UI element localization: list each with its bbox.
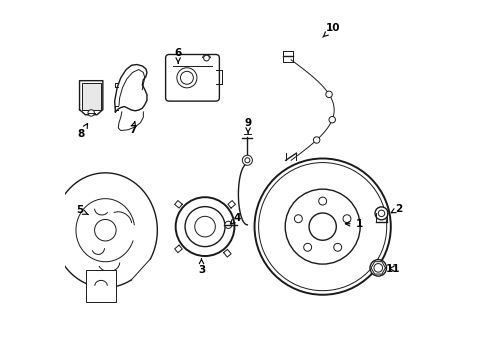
Text: 2: 2 <box>390 204 402 214</box>
Circle shape <box>369 260 386 276</box>
FancyBboxPatch shape <box>165 54 219 101</box>
Text: 6: 6 <box>174 48 182 63</box>
Circle shape <box>285 189 360 264</box>
Circle shape <box>342 215 350 223</box>
Circle shape <box>374 207 387 220</box>
Text: 10: 10 <box>322 23 340 37</box>
Circle shape <box>203 55 209 61</box>
Text: 1: 1 <box>345 219 362 229</box>
Bar <box>81 83 101 111</box>
Circle shape <box>184 207 224 247</box>
Circle shape <box>318 197 326 205</box>
Circle shape <box>177 68 197 88</box>
Circle shape <box>303 243 311 251</box>
Circle shape <box>244 158 249 163</box>
Circle shape <box>258 163 386 291</box>
Circle shape <box>180 71 193 84</box>
Circle shape <box>328 117 335 123</box>
Circle shape <box>378 210 384 217</box>
Circle shape <box>194 216 215 237</box>
Text: 4: 4 <box>230 213 241 224</box>
Circle shape <box>94 220 116 241</box>
Text: 5: 5 <box>76 206 88 216</box>
Text: 3: 3 <box>198 259 204 275</box>
Bar <box>85 270 116 302</box>
Circle shape <box>175 197 234 256</box>
Text: 11: 11 <box>386 264 400 274</box>
Text: 8: 8 <box>78 123 87 139</box>
Circle shape <box>333 243 341 251</box>
Circle shape <box>88 110 94 116</box>
Circle shape <box>373 264 382 272</box>
Circle shape <box>325 91 332 98</box>
Text: 7: 7 <box>129 122 136 135</box>
Text: 9: 9 <box>244 118 251 133</box>
Circle shape <box>313 137 319 143</box>
Circle shape <box>254 158 390 295</box>
Circle shape <box>224 221 231 228</box>
Circle shape <box>294 215 302 223</box>
Circle shape <box>308 213 336 240</box>
Circle shape <box>242 155 252 165</box>
